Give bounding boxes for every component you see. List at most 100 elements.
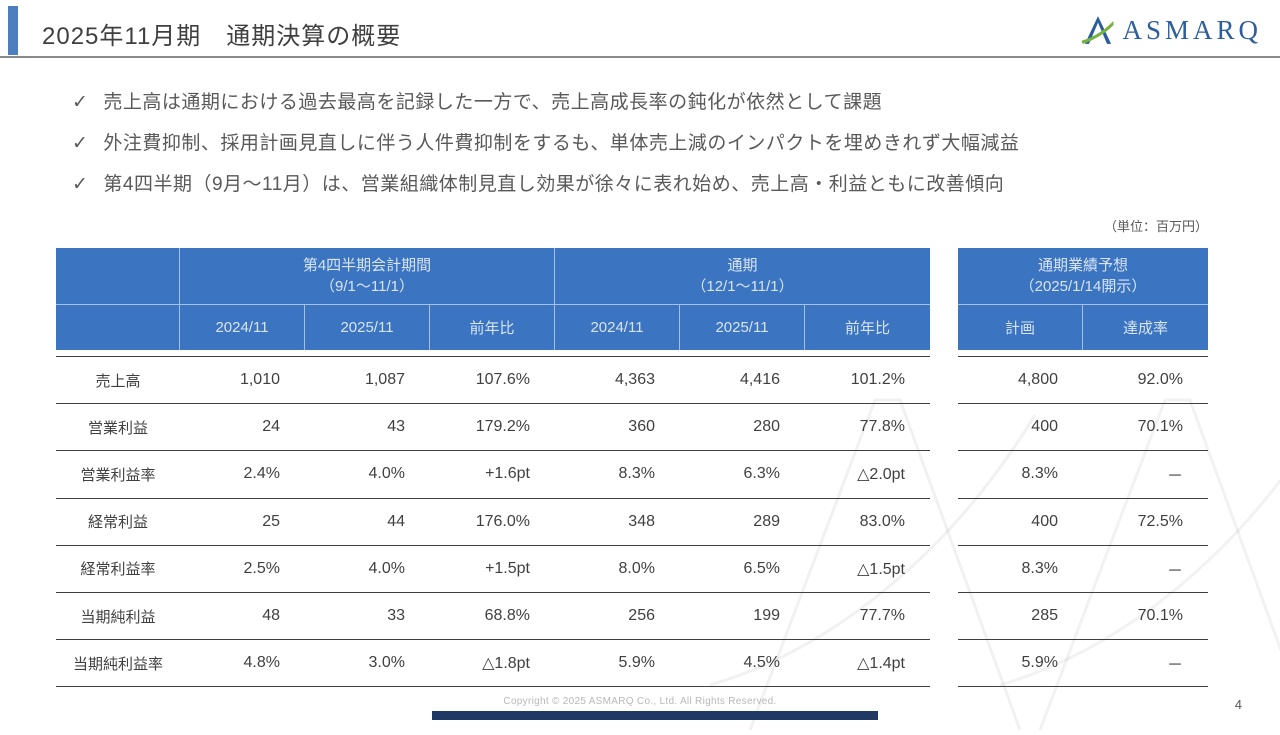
table-cell: 8.3% (1021, 559, 1058, 577)
table-row: 8.3% － (958, 451, 1208, 499)
table-row: 285 70.1% (958, 593, 1208, 641)
table-row: 8.3% － (958, 546, 1208, 593)
table-cell: 289 (753, 512, 780, 530)
table-cell: － (1166, 468, 1183, 486)
table-row: 4,800 92.0% (958, 357, 1208, 405)
header-group-q4: 第4四半期会計期間 （9/1～11/1） (180, 248, 555, 305)
results-table-header: 第4四半期会計期間 （9/1～11/1） 通期 （12/1～11/1） 2024… (56, 248, 930, 350)
bullet-text: 第4四半期（9月～11月）は、営業組織体制見直し効果が徐々に表れ始め、売上高・利… (103, 174, 1005, 195)
table-cell: 72.5% (1137, 512, 1183, 530)
company-logo: ASMARQ (1080, 13, 1262, 47)
table-cell: 8.3% (618, 465, 655, 483)
logo-wordmark: ASMARQ (1122, 14, 1262, 45)
table-cell: 43 (387, 418, 405, 436)
table-cell: 2.4% (243, 465, 280, 483)
row-label: 当期純利益 (80, 608, 156, 626)
table-cell: 2.5% (243, 559, 280, 577)
column-header: 2024/11 (180, 305, 305, 350)
column-header: 2025/11 (680, 305, 805, 350)
table-cell: － (1166, 657, 1183, 675)
row-label: 当期純利益率 (72, 655, 163, 673)
column-header: 2025/11 (305, 305, 430, 350)
table-row: 営業利益 24 43 179.2% 360 280 77.8% (56, 404, 930, 452)
table-cell: +1.6pt (485, 465, 530, 483)
table-cell: 24 (262, 418, 280, 436)
bullet-text: 外注費抑制、採用計画見直しに伴う人件費抑制をするも、単体売上減のインパクトを埋め… (103, 133, 1020, 154)
table-cell: 360 (628, 418, 655, 436)
table-row: 営業利益率 2.4% 4.0% +1.6pt 8.3% 6.3% △2.0pt (56, 451, 930, 499)
table-cell: 1,010 (239, 371, 280, 389)
table-cell: △2.0pt (857, 466, 905, 484)
bullet-item: ✓ 外注費抑制、採用計画見直しに伴う人件費抑制をするも、単体売上減のインパクトを… (72, 133, 1222, 155)
table-cell: 4.0% (368, 559, 405, 577)
row-label: 営業利益 (87, 419, 148, 437)
table-cell: 5.9% (618, 654, 655, 672)
table-cell: 77.7% (859, 607, 905, 625)
table-cell: 70.1% (1137, 418, 1183, 436)
header-corner-cell (56, 305, 180, 350)
table-cell: 6.3% (743, 465, 780, 483)
table-cell: 33 (387, 607, 405, 625)
table-cell: 8.3% (1021, 465, 1058, 483)
table-cell: 83.0% (859, 512, 905, 530)
table-row: 400 72.5% (958, 499, 1208, 546)
row-label: 経常利益率 (80, 561, 156, 579)
table-cell: 4.8% (243, 654, 280, 672)
column-header: 前年比 (430, 305, 555, 350)
table-cell: 199 (753, 607, 780, 625)
results-table: 第4四半期会計期間 （9/1～11/1） 通期 （12/1～11/1） 2024… (56, 248, 930, 688)
forecast-table-header: 通期業績予想 （2025/1/14開示） 計画 達成率 (958, 248, 1208, 350)
column-header: 計画 (958, 305, 1083, 350)
table-cell: 4.0% (368, 465, 405, 483)
table-cell: △1.8pt (482, 655, 530, 673)
table-cell: 8.0% (618, 559, 655, 577)
row-label: 売上高 (95, 372, 141, 390)
summary-bullet-list: ✓ 売上高は通期における過去最高を記録した一方で、売上高成長率の鈍化が依然として… (72, 92, 1222, 215)
checkmark-icon: ✓ (72, 174, 89, 195)
table-cell: 280 (753, 418, 780, 436)
page-number: 4 (1234, 697, 1242, 712)
checkmark-icon: ✓ (72, 133, 89, 154)
table-cell: 6.5% (743, 559, 780, 577)
table-cell: 400 (1031, 512, 1058, 530)
bullet-item: ✓ 第4四半期（9月～11月）は、営業組織体制見直し効果が徐々に表れ始め、売上高… (72, 174, 1222, 196)
header-group-period: （12/1～11/1） (691, 278, 794, 295)
table-cell: 256 (628, 607, 655, 625)
table-cell: 3.0% (368, 654, 405, 672)
table-cell: 107.6% (475, 371, 530, 389)
header-group-period: （9/1～11/1） (320, 278, 414, 295)
title-divider (0, 56, 1280, 58)
table-cell: +1.5pt (485, 559, 530, 577)
table-cell: 92.0% (1137, 371, 1183, 389)
header-group-forecast: 通期業績予想 （2025/1/14開示） (958, 248, 1208, 305)
table-cell: － (1166, 562, 1183, 580)
table-cell: △1.5pt (857, 560, 905, 578)
table-cell: 77.8% (859, 418, 905, 436)
table-cell: 4,416 (739, 371, 780, 389)
table-cell: 4,800 (1017, 371, 1058, 389)
column-header: 2024/11 (555, 305, 680, 350)
header-group-period: （2025/1/14開示） (1019, 278, 1147, 295)
forecast-table-body: 4,800 92.0% 400 70.1% 8.3% － 400 72.5% 8… (958, 356, 1208, 688)
table-cell: 44 (387, 512, 405, 530)
footer-copyright: Copyright © 2025 ASMARQ Co., Ltd. All Ri… (503, 696, 777, 707)
table-cell: 400 (1031, 418, 1058, 436)
header-group-label: 通期 (727, 257, 758, 274)
table-cell: 25 (262, 512, 280, 530)
bullet-text: 売上高は通期における過去最高を記録した一方で、売上高成長率の鈍化が依然として課題 (103, 92, 883, 113)
table-row: 経常利益 25 44 176.0% 348 289 83.0% (56, 499, 930, 546)
column-header: 前年比 (805, 305, 930, 350)
table-row: 売上高 1,010 1,087 107.6% 4,363 4,416 101.2… (56, 357, 930, 405)
table-row: 400 70.1% (958, 404, 1208, 452)
table-row: 5.9% － (958, 640, 1208, 688)
table-cell: 48 (262, 607, 280, 625)
table-cell: 179.2% (475, 418, 530, 436)
table-cell: 1,087 (364, 371, 405, 389)
header-group-label: 通期業績予想 (1037, 257, 1128, 274)
unit-note: （単位：百万円） (1103, 219, 1208, 234)
checkmark-icon: ✓ (72, 92, 89, 113)
table-row: 経常利益率 2.5% 4.0% +1.5pt 8.0% 6.5% △1.5pt (56, 546, 930, 593)
footer-accent-bar (432, 711, 878, 720)
asmarq-logo-mark-icon (1082, 16, 1115, 44)
page-title: 2025年11月期 通期決算の概要 (42, 23, 402, 50)
